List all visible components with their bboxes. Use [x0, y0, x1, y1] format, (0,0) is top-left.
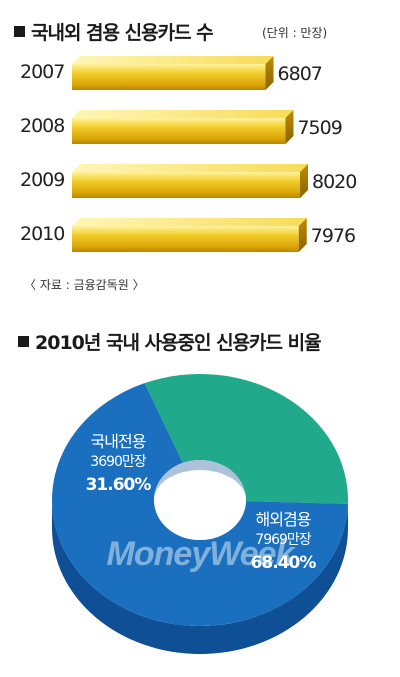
- watermark: MoneyWeek: [107, 535, 297, 573]
- bar-chart-title: 국내외 겸용 신용카드 수: [14, 18, 214, 45]
- unit-label: (단위 : 만장): [262, 26, 328, 40]
- bar-value-label: 7976: [311, 225, 355, 247]
- bar-chart-title-text: 국내외 겸용 신용카드 수: [31, 22, 214, 44]
- bar-year-label: 2008: [20, 115, 64, 137]
- title-bullet: [18, 336, 29, 347]
- source-note: 〈 자료 : 금융감독원 〉: [24, 278, 145, 292]
- slice-amount-label: 3690만장: [90, 454, 147, 470]
- slice-name-label: 해외겸용: [256, 510, 311, 529]
- donut-hole: [154, 460, 246, 540]
- title-bullet: [14, 26, 25, 37]
- bar-year-label: 2009: [20, 169, 64, 191]
- bar-year-label: 2007: [20, 61, 64, 83]
- donut-hole-shade: [154, 460, 246, 500]
- slice-name-label: 국내전용: [91, 432, 146, 451]
- bar-2010: [72, 218, 307, 252]
- slice-amount-label: 7969만장: [255, 532, 312, 548]
- slice-percent-label: 68.40%: [251, 553, 317, 573]
- bar-value-label: 6807: [278, 63, 322, 85]
- donut-side-wall: [52, 500, 348, 654]
- pie-chart-title-text: 2010년 국내 사용중인 신용카드 비율: [35, 332, 322, 354]
- pie-chart-title: 2010년 국내 사용중인 신용카드 비율: [18, 328, 322, 355]
- bar-2007: [72, 56, 274, 90]
- bar-chart: 2007 6807 2008 7509 2009 8020 2010 7976: [20, 56, 357, 252]
- bar-year-label: 2010: [20, 223, 64, 245]
- donut-slice-domestic: [144, 374, 348, 504]
- donut-slice-international: [52, 383, 348, 626]
- bar-2008: [72, 110, 294, 144]
- donut-chart: 국내전용 3690만장 31.60% 해외겸용 7969만장 68.40% MoneyWe…: [52, 374, 348, 654]
- bar-value-label: 7509: [297, 117, 341, 139]
- bar-2009: [72, 164, 308, 198]
- bar-value-label: 8020: [312, 171, 356, 193]
- slice-percent-label: 31.60%: [86, 475, 152, 495]
